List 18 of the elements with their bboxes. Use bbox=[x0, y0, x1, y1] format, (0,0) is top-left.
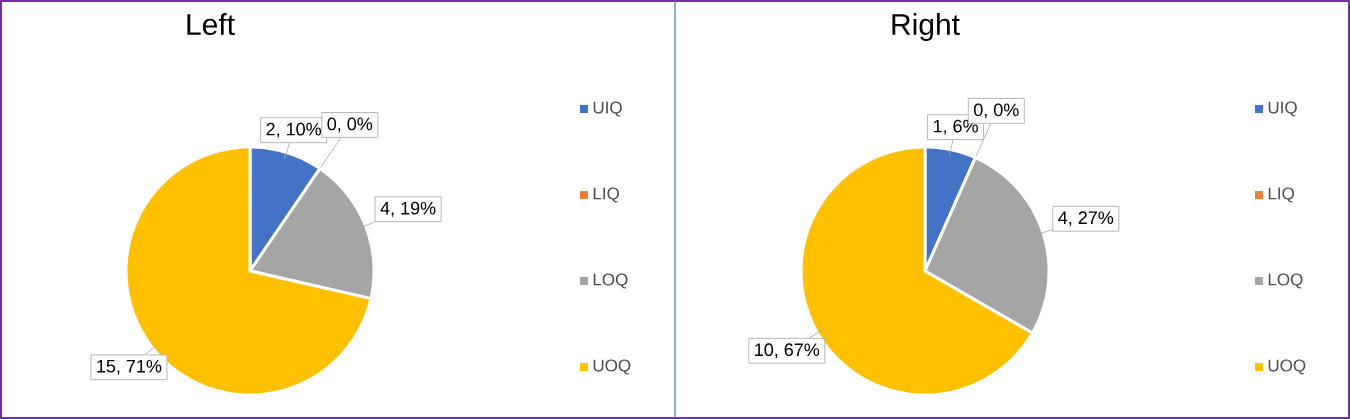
data-label: 1, 6% bbox=[933, 119, 978, 135]
data-label: 2, 10% bbox=[266, 122, 322, 138]
data-label: 15, 71% bbox=[97, 359, 162, 375]
legend-label: LOQ bbox=[593, 273, 628, 289]
data-label: 4, 19% bbox=[380, 201, 436, 217]
legend-label: UOQ bbox=[593, 359, 631, 375]
chart-title: Right bbox=[892, 13, 960, 42]
legend-label: LIQ bbox=[593, 187, 620, 203]
data-label: 4, 27% bbox=[1058, 211, 1114, 227]
legend-label: LOQ bbox=[1268, 273, 1303, 289]
legend-label: UOQ bbox=[1268, 359, 1306, 375]
data-label: 10, 67% bbox=[755, 343, 820, 359]
chart-title: Left bbox=[187, 13, 235, 36]
legend-label: UIQ bbox=[593, 101, 622, 117]
legend-label: UIQ bbox=[1268, 101, 1297, 117]
text: 0, 0% bbox=[327, 117, 373, 133]
legend-label: LIQ bbox=[1268, 187, 1294, 203]
text: 0, 0% bbox=[973, 103, 1019, 119]
